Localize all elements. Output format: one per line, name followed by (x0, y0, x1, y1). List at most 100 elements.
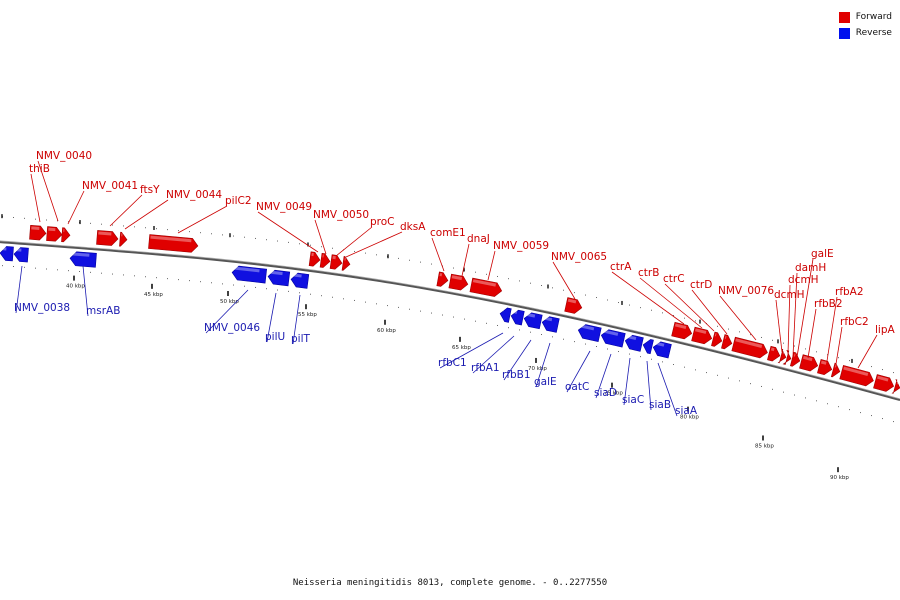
scale-tick-label: 75 kbp (604, 391, 623, 397)
arrow-shine (269, 270, 283, 276)
label-leader-line (623, 357, 631, 406)
forward-gene-arrow[interactable] (96, 230, 119, 246)
arrow-shine (735, 338, 763, 348)
forward-gene-arrow[interactable] (830, 362, 841, 378)
arrow-shine (724, 335, 727, 339)
forward-gene-arrow[interactable] (148, 234, 199, 253)
forward-gene-arrow[interactable] (469, 277, 503, 298)
scale-tick-mark (611, 382, 613, 388)
arrow-shine (48, 227, 56, 232)
reverse-gene-arrow[interactable] (541, 315, 560, 333)
reverse-gene-arrow[interactable] (577, 323, 602, 343)
label-leader-line (835, 326, 843, 365)
reverse-gene-arrow[interactable] (642, 338, 654, 355)
label-leader-line (826, 296, 838, 362)
forward-gene-arrow[interactable] (29, 224, 47, 241)
label-leader-line (611, 271, 685, 325)
forward-gene-label: NMV_0065 (551, 251, 607, 263)
scale-tick-label: 45 kbp (144, 292, 163, 298)
arrow-shine (674, 323, 687, 329)
forward-gene-arrow[interactable] (782, 349, 792, 365)
forward-gene-label: dcmH (788, 274, 819, 286)
label-leader-line (646, 360, 652, 411)
scale-minor-tick (79, 220, 81, 225)
genome-caption: Neisseria meningitidis 8013, complete ge… (292, 578, 608, 588)
forward-gene-arrow[interactable] (799, 354, 819, 373)
arrow-shine (644, 339, 647, 343)
arrow-shine (71, 252, 90, 257)
forward-gene-arrow[interactable] (564, 297, 584, 315)
arrow-shine (834, 364, 837, 368)
arrow-shine (332, 255, 336, 260)
label-leader-line (292, 294, 301, 345)
reverse-gene-arrow[interactable] (510, 309, 525, 326)
label-leader-line (664, 283, 715, 332)
arrow-shine (602, 329, 619, 336)
forward-gene-arrow[interactable] (448, 273, 469, 291)
forward-gene-arrow[interactable] (341, 256, 351, 271)
arrow-shine (694, 328, 707, 334)
forward-gene-arrow[interactable] (789, 351, 801, 368)
arrow-shine (782, 350, 785, 354)
forward-gene-arrow[interactable] (61, 227, 71, 243)
label-leader-line (266, 292, 277, 343)
arrow-shine (877, 375, 889, 382)
forward-gene-label: NMV_0050 (313, 209, 369, 221)
reverse-gene-arrow[interactable] (600, 328, 626, 348)
forward-gene-arrow[interactable] (691, 326, 714, 345)
forward-gene-label: ftsY (140, 184, 160, 196)
reverse-gene-arrow[interactable] (267, 269, 291, 287)
label-leader-line (37, 160, 59, 222)
reverse-gene-label: rfbC1 (438, 357, 467, 369)
reverse-gene-arrow[interactable] (290, 272, 310, 289)
arrow-shine (439, 273, 443, 277)
reverse-gene-arrow[interactable] (231, 265, 268, 284)
forward-gene-arrow[interactable] (839, 364, 876, 387)
scale-tick-label: 85 kbp (755, 443, 774, 449)
label-leader-line (775, 299, 783, 353)
forward-gene-arrow[interactable] (671, 321, 694, 340)
arrow-shine (820, 360, 827, 365)
label-leader-line (82, 265, 89, 317)
label-leader-line (257, 211, 319, 253)
forward-gene-arrow[interactable] (119, 231, 128, 247)
label-leader-line (67, 190, 85, 225)
forward-gene-arrow[interactable] (308, 251, 321, 267)
forward-gene-label: rfbB2 (814, 298, 843, 310)
arrow-shine (512, 310, 518, 314)
forward-gene-label: dcmH (774, 289, 805, 301)
arrow-shine (793, 353, 796, 357)
label-leader-line (857, 334, 878, 369)
reverse-gene-arrow[interactable] (69, 251, 97, 268)
reverse-gene-arrow[interactable] (13, 247, 29, 263)
reverse-gene-arrow[interactable] (499, 307, 512, 323)
reverse-gene-arrow[interactable] (0, 246, 14, 262)
forward-gene-arrow[interactable] (329, 254, 343, 270)
scale-tick-label: 80 kbp (680, 415, 699, 421)
label-leader-line (431, 237, 445, 272)
reverse-swatch (838, 27, 850, 39)
forward-gene-label: NMV_0076 (718, 285, 774, 297)
forward-gene-arrow[interactable] (436, 271, 449, 288)
reverse-gene-arrow[interactable] (624, 334, 644, 352)
arrow-shine (150, 235, 192, 243)
forward-gene-arrow[interactable] (46, 226, 63, 242)
reverse-gene-arrow[interactable] (652, 340, 672, 359)
label-leader-line (552, 261, 576, 300)
forward-gene-label: NMV_0059 (493, 240, 549, 252)
forward-gene-arrow[interactable] (891, 379, 900, 395)
forward-gene-arrow[interactable] (711, 331, 723, 348)
reverse-gene-label: rfbB1 (502, 369, 531, 381)
forward-gene-arrow[interactable] (721, 334, 733, 351)
reverse-gene-arrow[interactable] (523, 312, 543, 330)
forward-gene-arrow[interactable] (873, 374, 895, 393)
forward-gene-label: NMV_0041 (82, 180, 138, 192)
reverse-gene-label: galE (534, 376, 557, 388)
label-leader-line (345, 231, 403, 258)
forward-gene-arrow[interactable] (767, 345, 781, 362)
scale-tick-mark (227, 290, 229, 296)
scale-tick-label: 55 kbp (298, 312, 317, 318)
forward-gene-arrow[interactable] (319, 252, 331, 268)
forward-gene-arrow[interactable] (731, 336, 769, 359)
scale-tick-mark (535, 357, 537, 363)
